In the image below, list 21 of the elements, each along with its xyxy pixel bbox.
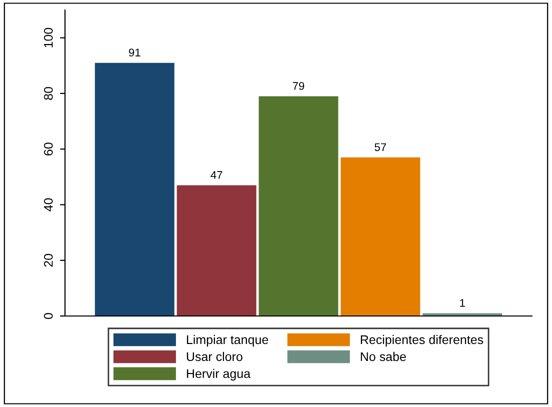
- data-label: 47: [210, 171, 222, 179]
- y-tick-label: 20: [44, 254, 53, 267]
- bar: [176, 185, 256, 316]
- legend-label: Hervir agua: [186, 368, 251, 381]
- data-label: 79: [292, 82, 304, 90]
- y-tick-label: 80: [44, 86, 53, 100]
- bar: [340, 157, 420, 316]
- y-tick-label: 40: [44, 198, 53, 212]
- y-tick-label: 100: [44, 28, 53, 48]
- bar: [94, 62, 174, 316]
- legend-label: Recipientes diferentes: [360, 334, 484, 347]
- data-label: 91: [128, 48, 140, 56]
- data-label: 1: [460, 299, 465, 307]
- data-label: 57: [374, 143, 386, 152]
- legend-label: No sabe: [360, 352, 406, 362]
- y-tick-label: 0: [44, 313, 53, 319]
- legend-label: Limpiar tanque: [186, 334, 268, 347]
- legend-label: Usar cloro: [186, 352, 242, 362]
- y-tick-label: 60: [44, 142, 53, 156]
- bar: [258, 96, 338, 316]
- bar: [422, 313, 502, 316]
